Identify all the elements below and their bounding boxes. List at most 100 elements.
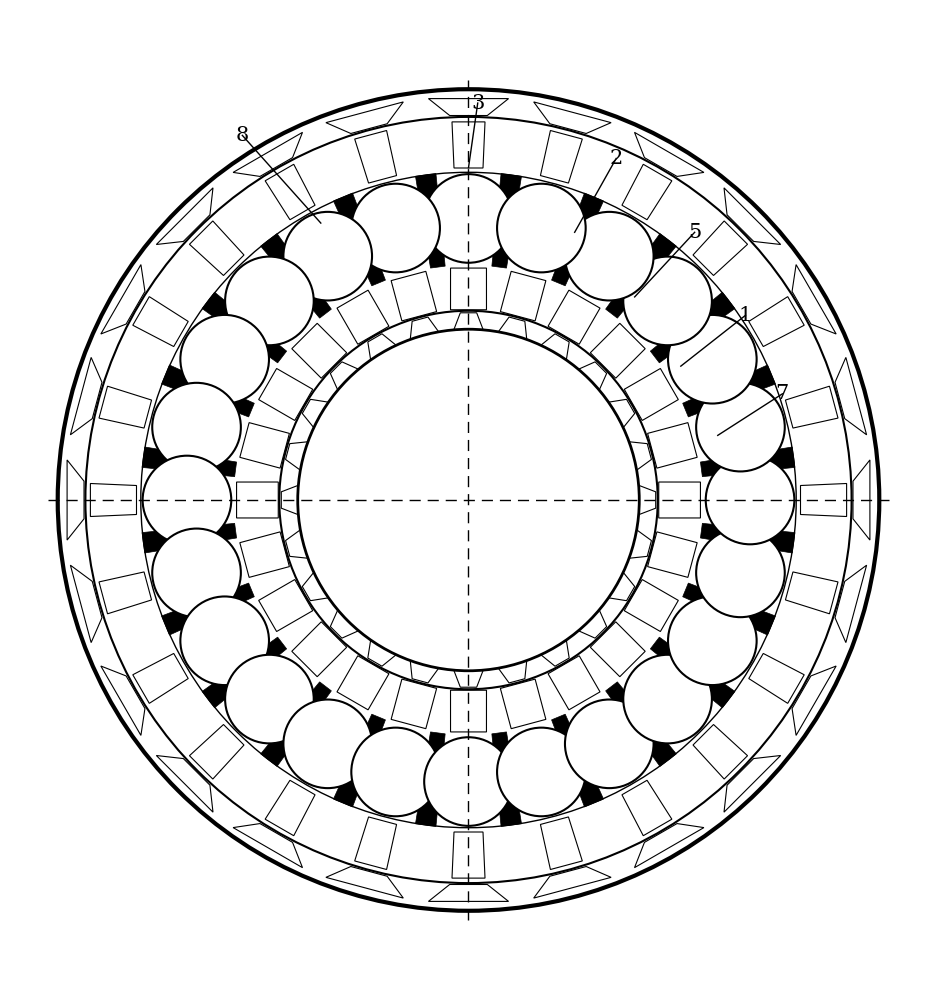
Polygon shape <box>623 368 678 420</box>
Polygon shape <box>410 658 439 683</box>
Polygon shape <box>538 638 568 666</box>
Polygon shape <box>590 622 645 677</box>
Polygon shape <box>101 666 145 735</box>
Polygon shape <box>337 290 388 344</box>
Polygon shape <box>450 690 486 732</box>
Polygon shape <box>233 132 302 176</box>
Polygon shape <box>647 532 696 577</box>
Polygon shape <box>590 323 645 378</box>
Polygon shape <box>636 485 655 515</box>
Polygon shape <box>70 357 102 435</box>
Text: 3: 3 <box>471 94 484 113</box>
Polygon shape <box>658 482 700 518</box>
Polygon shape <box>330 608 360 638</box>
Polygon shape <box>693 221 747 275</box>
Polygon shape <box>202 292 286 363</box>
Polygon shape <box>700 447 794 477</box>
Polygon shape <box>355 130 396 183</box>
Polygon shape <box>236 482 278 518</box>
Polygon shape <box>451 122 485 168</box>
Circle shape <box>667 315 756 404</box>
Polygon shape <box>623 580 678 632</box>
Circle shape <box>152 383 241 471</box>
Polygon shape <box>202 637 286 708</box>
Polygon shape <box>333 193 385 286</box>
Polygon shape <box>693 725 747 779</box>
Polygon shape <box>576 362 606 392</box>
Polygon shape <box>626 529 651 558</box>
Polygon shape <box>548 656 599 710</box>
Polygon shape <box>682 583 775 635</box>
Polygon shape <box>240 423 289 468</box>
Polygon shape <box>606 571 634 601</box>
Polygon shape <box>538 334 568 362</box>
Polygon shape <box>791 666 835 735</box>
Polygon shape <box>548 290 599 344</box>
Circle shape <box>351 184 440 272</box>
Polygon shape <box>453 668 483 687</box>
Polygon shape <box>156 188 212 244</box>
Polygon shape <box>291 622 346 677</box>
Polygon shape <box>133 297 188 347</box>
Circle shape <box>278 310 658 690</box>
Polygon shape <box>265 164 314 220</box>
Polygon shape <box>291 323 346 378</box>
Polygon shape <box>67 460 84 540</box>
Polygon shape <box>724 188 780 244</box>
Polygon shape <box>260 234 331 318</box>
Polygon shape <box>368 334 398 362</box>
Polygon shape <box>142 523 236 553</box>
Polygon shape <box>647 423 696 468</box>
Circle shape <box>283 212 372 300</box>
Polygon shape <box>605 234 676 318</box>
Polygon shape <box>415 174 445 268</box>
Polygon shape <box>285 529 310 558</box>
Polygon shape <box>748 297 803 347</box>
Polygon shape <box>650 292 734 363</box>
Polygon shape <box>784 386 837 428</box>
Circle shape <box>351 728 440 816</box>
Polygon shape <box>650 637 734 708</box>
Text: 1: 1 <box>738 306 752 325</box>
Circle shape <box>496 728 585 816</box>
Polygon shape <box>101 265 145 334</box>
Polygon shape <box>70 565 102 643</box>
Polygon shape <box>281 485 300 515</box>
Polygon shape <box>497 317 526 342</box>
Polygon shape <box>99 572 152 614</box>
Polygon shape <box>551 193 603 286</box>
Circle shape <box>58 89 878 911</box>
Polygon shape <box>258 580 313 632</box>
Polygon shape <box>500 271 546 321</box>
Polygon shape <box>337 656 388 710</box>
Text: 5: 5 <box>687 223 700 242</box>
Polygon shape <box>622 780 671 836</box>
Polygon shape <box>700 523 794 553</box>
Polygon shape <box>390 271 436 321</box>
Polygon shape <box>852 460 869 540</box>
Polygon shape <box>90 483 137 517</box>
Text: 2: 2 <box>609 149 622 168</box>
Polygon shape <box>233 824 302 868</box>
Polygon shape <box>491 174 521 268</box>
Polygon shape <box>724 756 780 812</box>
Polygon shape <box>333 714 385 807</box>
Polygon shape <box>453 313 483 332</box>
Polygon shape <box>302 399 330 429</box>
Polygon shape <box>326 867 402 898</box>
Polygon shape <box>500 679 546 729</box>
Polygon shape <box>260 682 331 766</box>
Polygon shape <box>451 832 485 878</box>
Circle shape <box>298 329 638 671</box>
Circle shape <box>667 596 756 685</box>
Polygon shape <box>450 268 486 310</box>
Polygon shape <box>576 608 606 638</box>
Circle shape <box>180 596 269 685</box>
Polygon shape <box>265 780 314 836</box>
Circle shape <box>241 272 695 728</box>
Polygon shape <box>605 682 676 766</box>
Circle shape <box>496 184 585 272</box>
Circle shape <box>564 212 653 300</box>
Polygon shape <box>534 867 610 898</box>
Polygon shape <box>428 99 508 116</box>
